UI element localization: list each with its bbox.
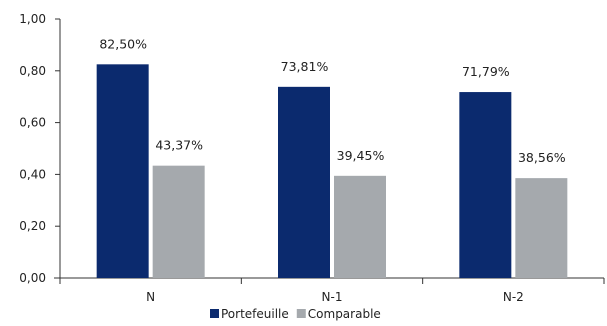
bar-portefeuille [96, 64, 149, 278]
data-label: 73,81% [281, 59, 329, 74]
bars [96, 64, 568, 279]
y-tick-label: 0,20 [19, 219, 46, 233]
bar-comparable [152, 165, 205, 278]
bar-portefeuille [459, 92, 512, 278]
x-tick-label: N-2 [503, 290, 524, 304]
y-tick-label: 0,40 [19, 167, 46, 181]
data-label: 43,37% [155, 138, 203, 153]
x-tick-label: N-1 [322, 290, 343, 304]
legend: Portefeuille Comparable [210, 307, 381, 321]
legend-swatch [296, 309, 306, 318]
data-label: 82,50% [99, 36, 147, 51]
data-label: 38,56% [518, 150, 566, 165]
bar-comparable [334, 175, 386, 278]
x-tick-label: N [146, 290, 155, 304]
bar-portefeuille [278, 86, 330, 279]
data-label: 71,79% [462, 64, 510, 79]
y-tick-label: 1,00 [19, 12, 46, 26]
legend-label: Comparable [308, 307, 381, 321]
data-labels: 82,50% 43,37% 73,81% 39,45% 71,79% 38,56% [99, 36, 565, 165]
y-tick-label: 0,60 [19, 116, 46, 130]
bar-comparable [515, 178, 568, 278]
y-tick-label: 0,00 [19, 271, 46, 285]
legend-label: Portefeuille [221, 307, 289, 321]
legend-swatch [210, 309, 219, 318]
data-label: 39,45% [337, 148, 385, 163]
y-tick-label: 0,80 [19, 64, 46, 78]
